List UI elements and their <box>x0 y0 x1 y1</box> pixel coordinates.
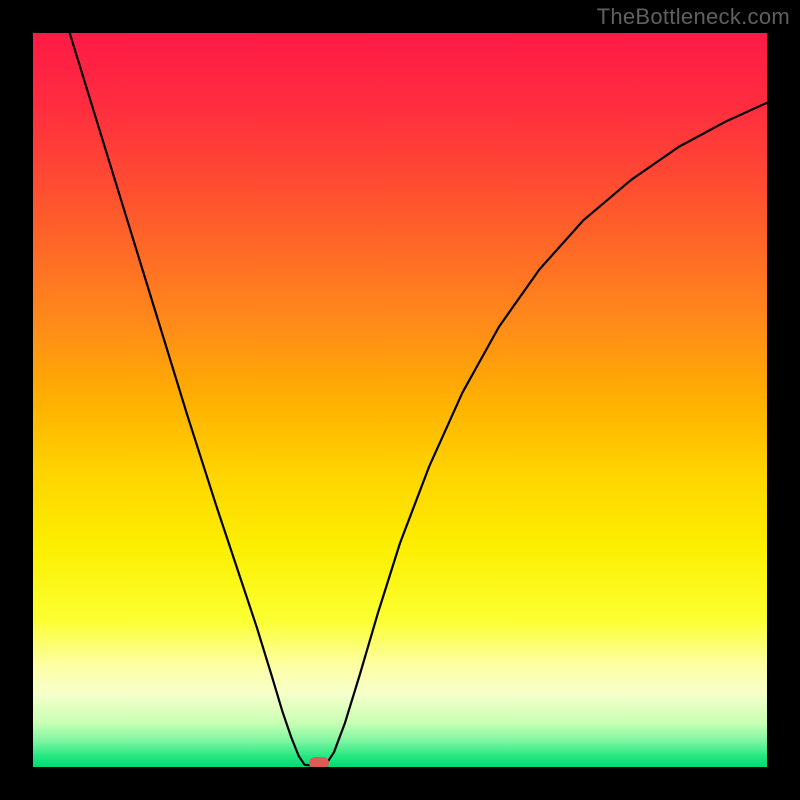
bottleneck-curve <box>33 33 767 767</box>
chart-frame: TheBottleneck.com <box>0 0 800 800</box>
plot-area <box>33 33 767 767</box>
watermark-text: TheBottleneck.com <box>597 4 790 30</box>
optimal-point-marker <box>309 757 329 767</box>
